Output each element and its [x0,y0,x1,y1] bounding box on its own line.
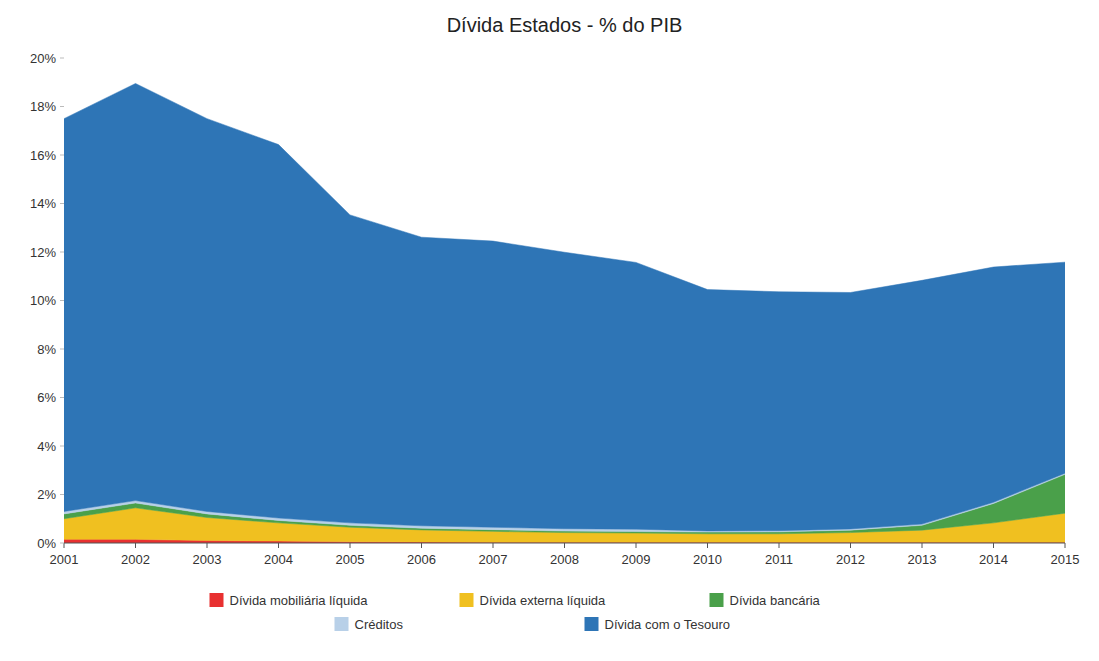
x-tick-label: 2013 [908,552,937,567]
y-tick [60,543,64,544]
y-tick [60,155,64,156]
y-tick [60,58,64,59]
legend-swatch [335,617,349,631]
legend-label: Créditos [355,617,404,632]
legend-swatch [585,617,599,631]
x-tick-label: 2015 [1051,552,1080,567]
x-tick [779,543,780,548]
x-tick [564,543,565,548]
y-tick-label: 6% [37,390,56,405]
x-tick-label: 2007 [479,552,508,567]
x-tick-label: 2005 [336,552,365,567]
y-tick-label: 14% [30,196,56,211]
x-tick [850,543,851,548]
x-tick-label: 2014 [979,552,1008,567]
legend-label: Dívida bancária [730,593,821,608]
x-tick-label: 2004 [264,552,293,567]
x-tick [278,543,279,548]
y-tick-label: 12% [30,245,56,260]
x-tick-label: 2001 [50,552,79,567]
legend-swatch [210,593,224,607]
x-tick [207,543,208,548]
y-tick-label: 0% [37,536,56,551]
y-tick [60,252,64,253]
y-tick [60,300,64,301]
x-tick-label: 2003 [193,552,222,567]
x-tick-label: 2006 [407,552,436,567]
x-tick [64,543,65,548]
legend-label: Dívida mobiliária líquida [230,593,369,608]
x-tick [993,543,994,548]
chart: Dívida Estados - % do PIB200120022003200… [0,0,1099,661]
area [64,83,1065,530]
y-tick [60,203,64,204]
axes: 2001 2002 2003 2004 2005 2006 2007 2008 2009 2010… [30,51,1079,568]
x-tick-label: 2011 [765,552,793,567]
x-tick [707,543,708,548]
x-tick [135,543,136,548]
y-tick [60,106,64,107]
legend-label: Dívida externa líquida [480,593,607,608]
x-tick [350,543,351,548]
y-tick-label: 20% [30,51,56,66]
y-tick-label: 10% [30,293,56,308]
x-tick [636,543,637,548]
areas [64,83,1065,543]
title: Dívida Estados - % do PIB [447,14,683,36]
x-tick-label: 2008 [550,552,579,567]
x-tick-label: 2002 [121,552,150,567]
y-tick-label: 2% [37,487,56,502]
legend-label: Dívida com o Tesouro [605,617,731,632]
y-tick [60,494,64,495]
y-tick [60,349,64,350]
x-tick-label: 2010 [693,552,722,567]
y-tick-label: 18% [30,99,56,114]
y-tick-label: 8% [37,342,56,357]
legend: Dívida mobiliária líquida Dívida externa … [210,593,821,632]
legend-swatch [460,593,474,607]
x-tick [421,543,422,548]
x-tick-label: 2012 [836,552,865,567]
x-tick [1065,543,1066,548]
x-tick [922,543,923,548]
legend-swatch [710,593,724,607]
y-tick-label: 16% [30,148,56,163]
y-tick [60,397,64,398]
y-tick [60,446,64,447]
y-tick-label: 4% [37,439,56,454]
x-tick [493,543,494,548]
x-tick-label: 2009 [622,552,651,567]
